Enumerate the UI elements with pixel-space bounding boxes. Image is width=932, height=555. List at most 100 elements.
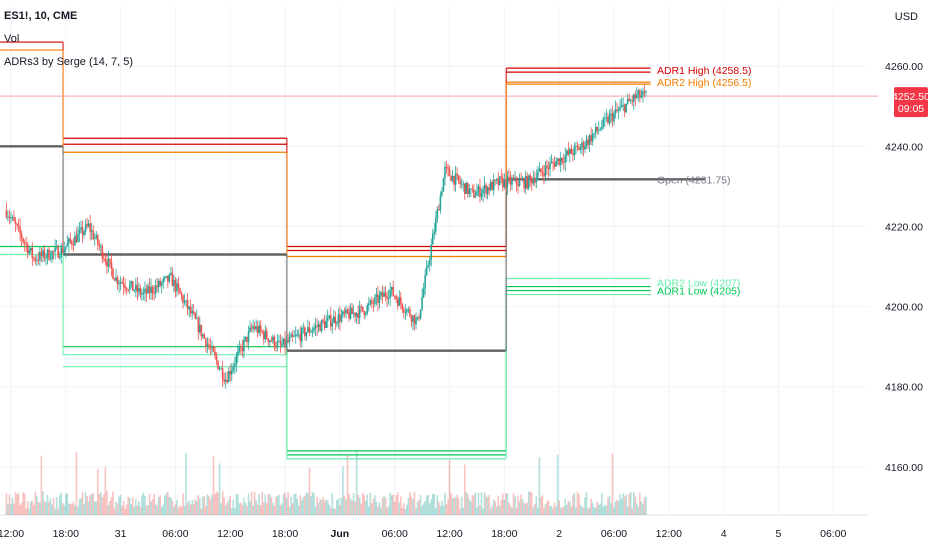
candle-body (634, 94, 637, 98)
y-tick-label: 4180.00 (885, 382, 923, 394)
candle-body (250, 327, 253, 329)
currency-label: USD (894, 11, 918, 23)
volume-bar (593, 507, 595, 515)
volume-bar (116, 503, 119, 515)
candle-body (527, 175, 530, 189)
candle-body (160, 282, 163, 286)
volume-bar (127, 496, 130, 515)
candle-body (188, 306, 190, 310)
candle-body (22, 238, 24, 242)
candle-body (291, 334, 294, 337)
volume-bar (389, 492, 391, 515)
volume-bar (235, 494, 238, 515)
volume-bar (623, 496, 626, 515)
volume-bar (383, 495, 385, 515)
volume-bar (171, 500, 174, 515)
candle-body (543, 173, 545, 177)
volume-bar (176, 499, 178, 515)
symbol-legend[interactable]: ES1!, 10, CME (4, 10, 77, 22)
candle-body (626, 98, 629, 104)
volume-bar (631, 508, 634, 515)
volume-bar (392, 494, 394, 515)
volume-bar (86, 495, 88, 515)
candle-body (494, 179, 497, 181)
volume-bar (165, 493, 168, 515)
candle-body (386, 296, 388, 299)
volume-bar (476, 507, 478, 515)
volume-bar (480, 492, 483, 515)
candle-body (235, 356, 238, 365)
volume-bar (573, 493, 576, 515)
volume-bar (205, 506, 207, 515)
symbol-title[interactable]: ES1!, 10, CME (4, 10, 78, 22)
time-axis[interactable]: 12:00 18:00 31 06:00 12:00 18:00 Jun 06:00 12:00… (0, 528, 847, 540)
candle-body (64, 246, 67, 250)
candle-body (205, 338, 207, 347)
volume-bar (192, 504, 195, 515)
candle-body (474, 195, 477, 198)
volume-bar (608, 495, 611, 515)
volume-bar (430, 499, 433, 515)
candle-body (558, 158, 560, 165)
candle-body (451, 176, 454, 182)
candle-body (316, 325, 318, 328)
volume-bar (564, 498, 567, 515)
candle-body (383, 292, 385, 297)
candle-body (328, 315, 331, 318)
price-axis[interactable]: 4260.00 4240.00 4220.00 4200.00 4180.00 4160.… (885, 61, 923, 474)
candle-body (532, 179, 535, 184)
candle-body (10, 217, 12, 219)
candle-body (561, 157, 564, 162)
candle-body (448, 168, 451, 176)
candle-body (107, 258, 110, 267)
candle-body (125, 288, 128, 290)
volume-bar (442, 505, 445, 515)
volume-bar (534, 504, 536, 515)
candle-body (498, 176, 501, 185)
volume-bar (505, 492, 507, 515)
candle-body (611, 113, 614, 122)
volume-legend[interactable]: Vol (4, 33, 20, 45)
volume-bar (509, 505, 512, 515)
level-label: ADR1 High (4258.5) (657, 65, 752, 77)
volume-bar (279, 504, 282, 515)
volume-bar (562, 506, 565, 515)
candle-body (594, 126, 597, 133)
volume-bar (640, 501, 643, 515)
volume-bar (594, 507, 597, 515)
volume-bar (498, 505, 501, 515)
volume-bar (313, 493, 315, 515)
volume-bar (610, 503, 612, 515)
volume-bar (282, 493, 285, 515)
volume-bar (575, 507, 577, 515)
candle-body (468, 189, 471, 195)
volume-bar (578, 494, 580, 515)
candle-body (191, 311, 193, 314)
volume-bar (96, 468, 99, 515)
candle-body (314, 325, 317, 328)
candle-body (442, 178, 445, 192)
volume-bar (256, 504, 259, 515)
volume-bar (410, 496, 413, 515)
candle-body (206, 344, 209, 347)
volume-bar (54, 508, 56, 515)
candle-body (340, 315, 343, 322)
volume-bar (250, 491, 253, 515)
candle-body (643, 91, 646, 93)
candle-body (463, 183, 466, 194)
candle-body (343, 311, 346, 314)
volume-bar (188, 500, 190, 515)
candle-body (90, 230, 93, 232)
candle-body (404, 312, 407, 314)
candle-body (438, 209, 440, 211)
candle-body (361, 306, 364, 312)
candle-body (240, 346, 242, 348)
candle-body (163, 277, 166, 279)
candle-body (471, 188, 474, 190)
candle-body (550, 161, 553, 163)
adr-indicator-legend[interactable]: ADRs3 by Serge (14, 7, 5) (4, 56, 134, 68)
candle-body (101, 246, 104, 259)
candle-body (288, 337, 291, 342)
